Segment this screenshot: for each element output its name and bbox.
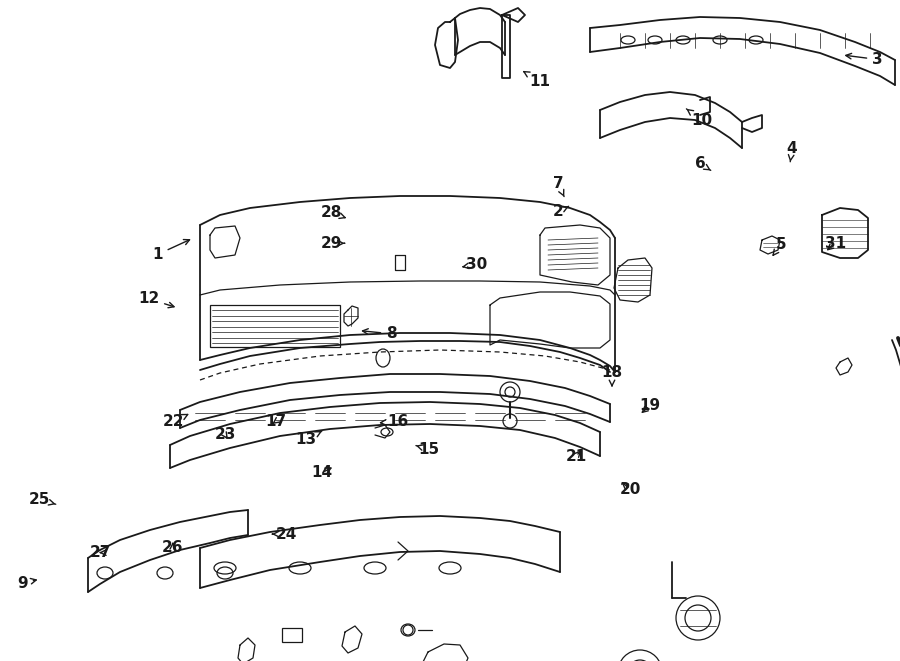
Text: 26: 26 — [162, 540, 184, 555]
Text: 30: 30 — [463, 257, 488, 272]
Text: 15: 15 — [416, 442, 440, 457]
Bar — [210, 305, 340, 347]
Text: 31: 31 — [824, 236, 846, 251]
Text: 13: 13 — [295, 431, 322, 447]
Text: 18: 18 — [601, 365, 623, 386]
Text: 4: 4 — [787, 141, 797, 162]
Text: 10: 10 — [687, 109, 713, 128]
Text: 16: 16 — [381, 414, 409, 429]
Text: 24: 24 — [273, 527, 297, 541]
Text: 23: 23 — [214, 428, 236, 442]
Text: 19: 19 — [639, 399, 661, 413]
Text: 9: 9 — [17, 576, 36, 590]
Text: 17: 17 — [265, 414, 286, 429]
Text: 8: 8 — [363, 327, 397, 341]
Text: 6: 6 — [695, 157, 711, 171]
Text: 2: 2 — [553, 204, 569, 219]
Text: 1: 1 — [152, 239, 190, 262]
Text: 14: 14 — [311, 465, 333, 480]
Text: 20: 20 — [619, 482, 641, 496]
Text: 3: 3 — [846, 52, 883, 67]
Bar — [282, 628, 302, 642]
Text: 11: 11 — [524, 71, 551, 89]
Text: 25: 25 — [29, 492, 56, 507]
Text: 5: 5 — [773, 237, 787, 255]
Text: 22: 22 — [163, 414, 188, 429]
Text: 29: 29 — [320, 236, 345, 251]
Text: 28: 28 — [320, 206, 346, 220]
Text: 12: 12 — [138, 292, 174, 308]
Text: 21: 21 — [565, 449, 587, 463]
Text: 7: 7 — [553, 176, 564, 196]
Text: 27: 27 — [90, 545, 112, 560]
